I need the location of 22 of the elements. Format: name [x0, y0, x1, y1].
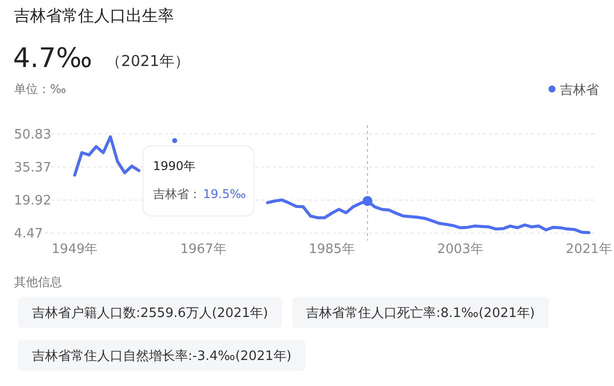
x-tick-label: 1949年 [52, 242, 98, 257]
y-tick-label: 4.47 [14, 226, 43, 242]
text: 吉林省户籍人口数:2559.6万人(2021年) [32, 306, 268, 321]
x-tick-label: 1967年 [180, 242, 226, 257]
annotation: 吉林省： [153, 187, 201, 201]
x-tick-label: 2003年 [437, 242, 484, 257]
y-tick-label: 35.37 [14, 160, 52, 176]
y-tick-label: 50.83 [14, 127, 52, 142]
legend-label: 吉林省 [560, 83, 599, 98]
annotation: 1990年 [153, 159, 196, 173]
text: 吉林省常住人口死亡率:8.1‰(2021年) [306, 305, 535, 321]
text: （2021年） [106, 52, 190, 70]
y-axis-title: 单位：‰ [14, 82, 66, 96]
annotation: 19.5‰ [203, 187, 246, 201]
x-tick-label: 2021年 [566, 242, 612, 257]
tooltip: 1990年 吉林省： 19.5‰ [142, 146, 254, 216]
y-tick-label: 19.92 [14, 194, 52, 209]
text: 吉林省常住人口自然增长率:-3.4‰(2021年) [32, 348, 292, 364]
chart-subtitle: 4.7‰ [13, 43, 92, 74]
chart-title: 吉林省常住人口出生率 [14, 6, 174, 25]
x-tick-label: 1985年 [308, 242, 355, 257]
text: 其他信息 [14, 275, 62, 289]
